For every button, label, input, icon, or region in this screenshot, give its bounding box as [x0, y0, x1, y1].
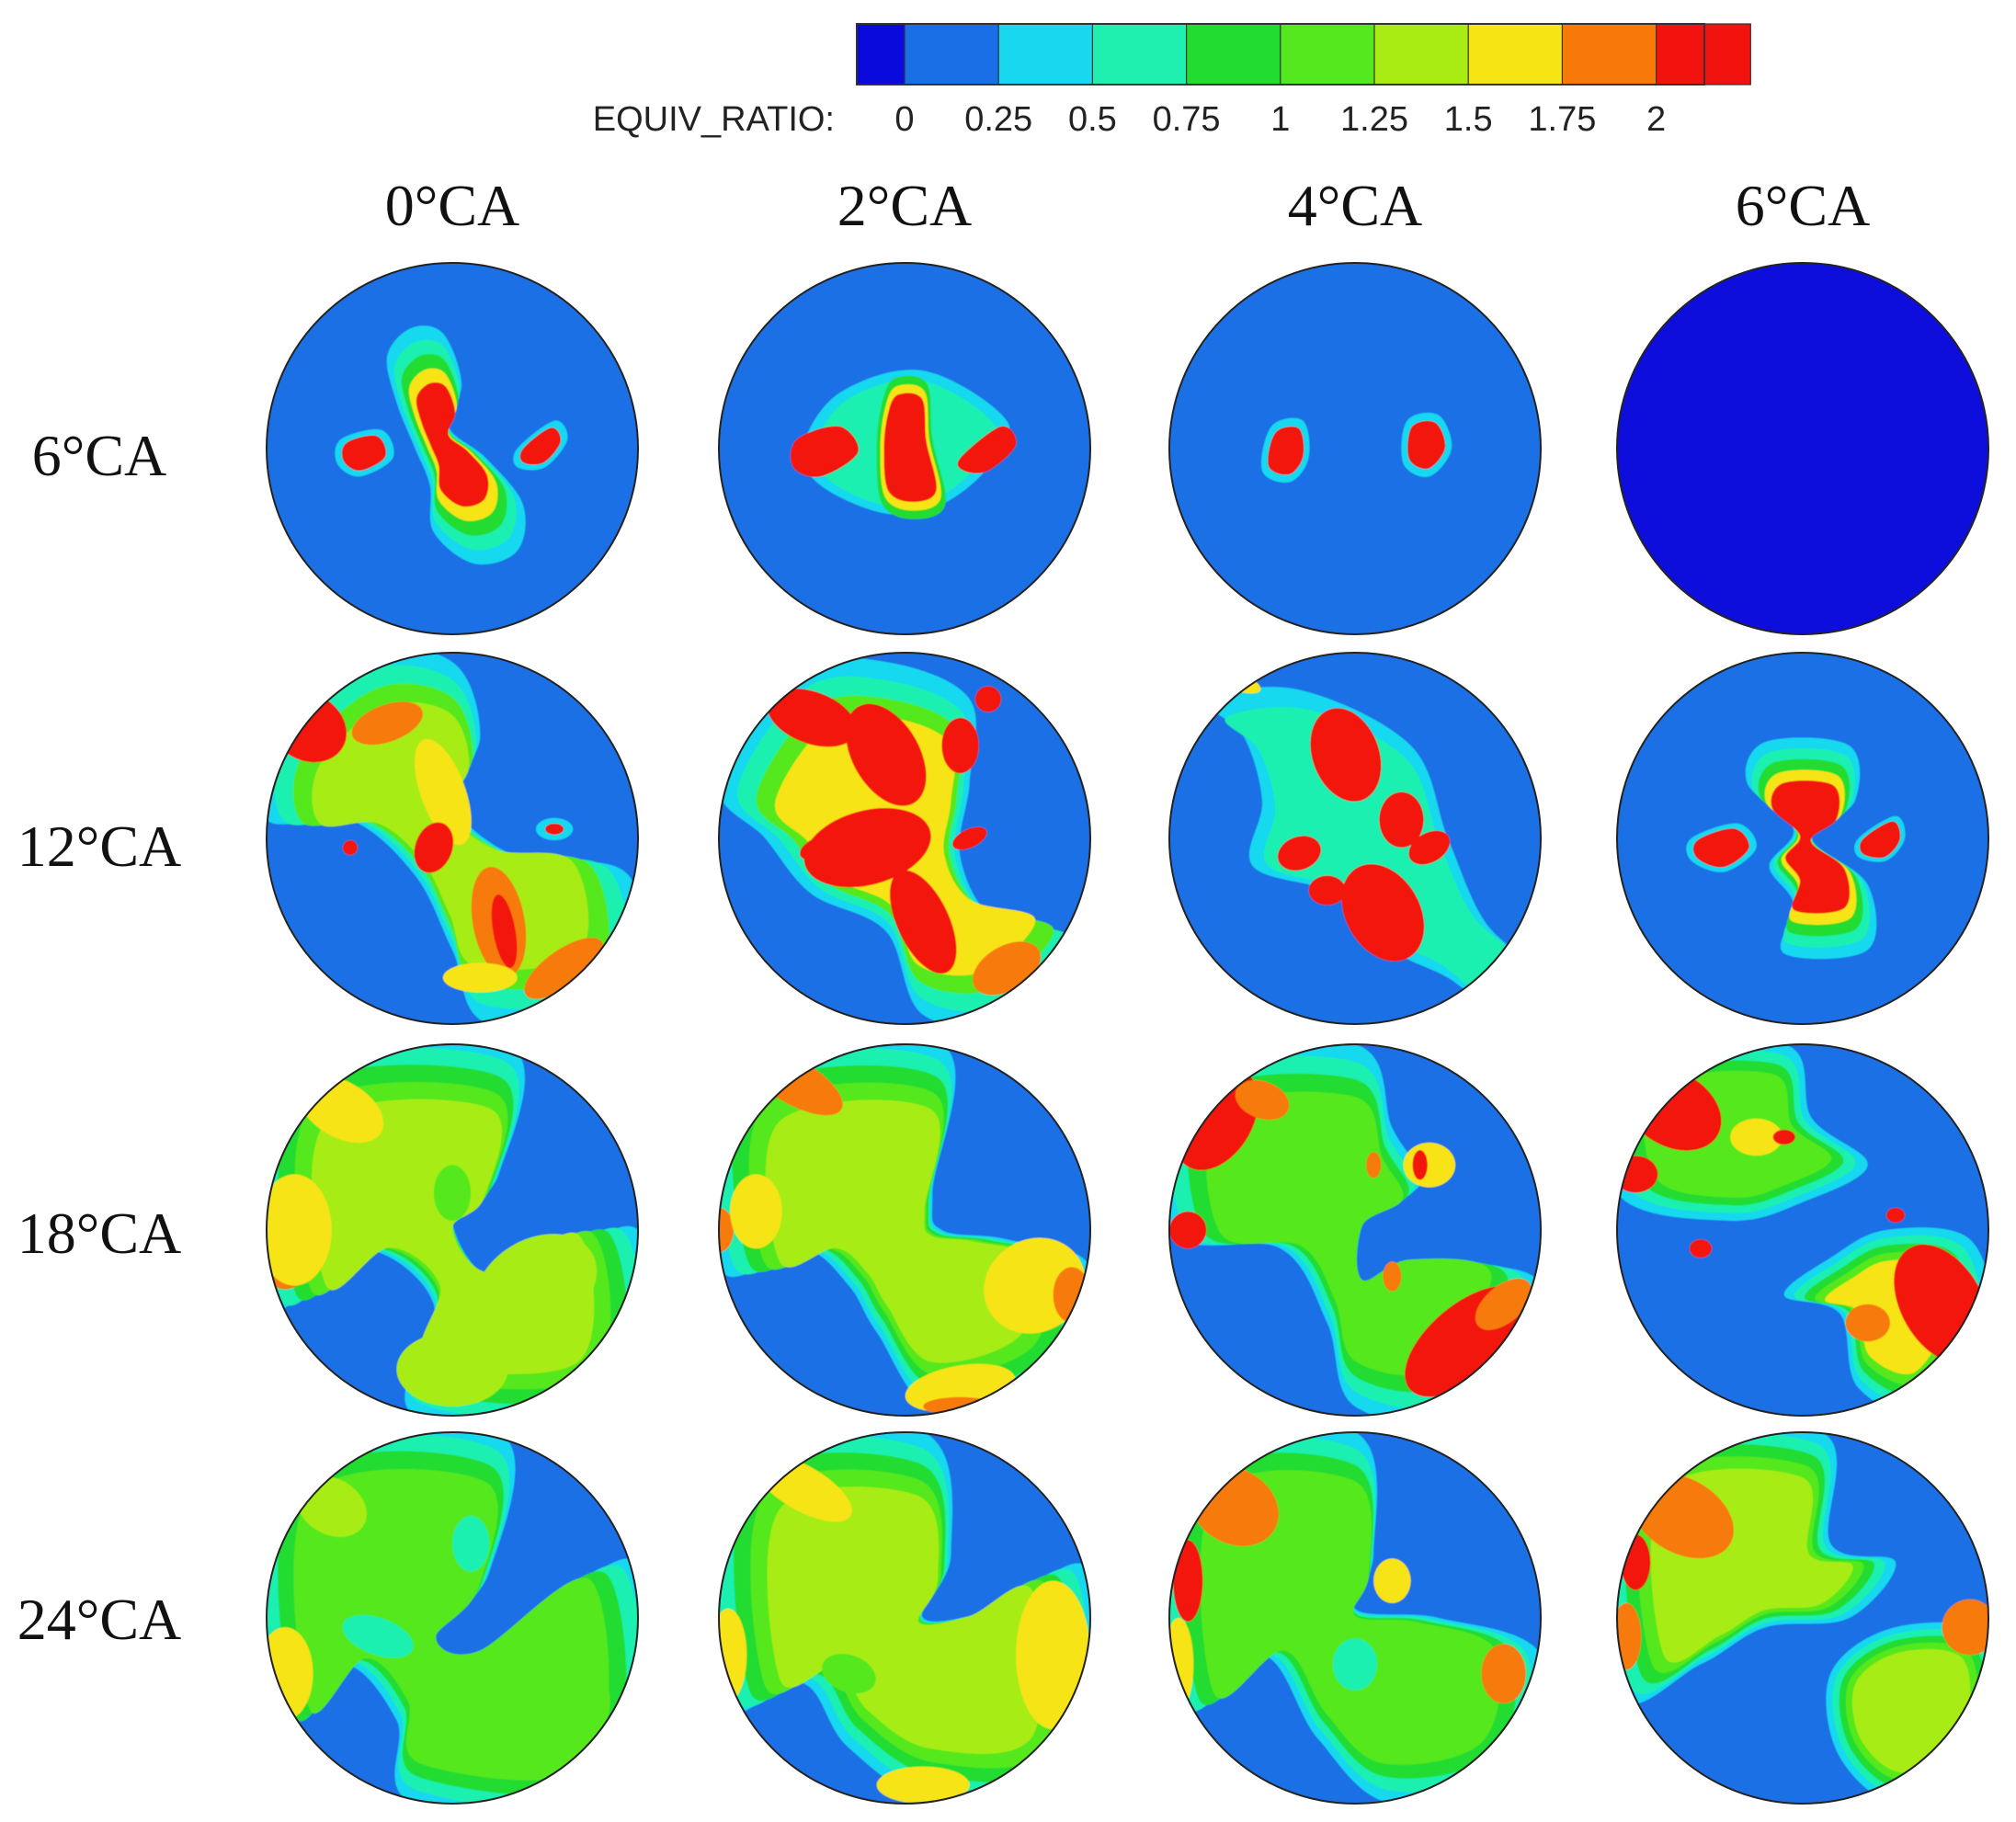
- panel-r3-c0: [266, 1431, 639, 1805]
- colorbar-tick-label-1: 0.25: [964, 100, 1032, 139]
- colorbar-cell-2: [997, 23, 1094, 85]
- column-label-2: 4°CA: [1288, 173, 1423, 238]
- panel-outline-r0-c0: [266, 262, 639, 635]
- colorbar-tick-label-6: 1.5: [1444, 100, 1493, 139]
- panel-r2-c3: [1616, 1043, 1989, 1417]
- panel-outline-r3-c2: [1168, 1431, 1542, 1805]
- row-label-0: 6°CA: [32, 423, 167, 488]
- colorbar-tick-label-0: 0: [894, 100, 914, 139]
- panel-outline-r2-c0: [266, 1043, 639, 1417]
- panel-r1-c2: [1168, 652, 1542, 1025]
- colorbar-tick-label-5: 1.25: [1340, 100, 1408, 139]
- panel-outline-r1-c0: [266, 652, 639, 1025]
- row-headers: 6°CA 12°CA 18°CA 24°CA: [17, 423, 182, 1652]
- panel-outline-r0-c1: [718, 262, 1091, 635]
- panel-outline-r3-c0: [266, 1431, 639, 1805]
- colorbar-cell-5: [1280, 23, 1376, 85]
- colorbar-cell-6: [1373, 23, 1470, 85]
- panel-r1-c0: [266, 652, 639, 1025]
- panel-outline-r2-c1: [718, 1043, 1091, 1417]
- colorbar-tick-label-4: 1: [1270, 100, 1290, 139]
- panel-r3-c2: [1168, 1431, 1542, 1805]
- panel-outline-r1-c3: [1616, 652, 1989, 1025]
- colorbar-cell-9: [1655, 23, 1751, 85]
- column-label-3: 6°CA: [1736, 173, 1871, 238]
- panel-outline-r1-c2: [1168, 652, 1542, 1025]
- colorbar-tick-label-7: 1.75: [1528, 100, 1596, 139]
- colorbar-cell-7: [1467, 23, 1564, 85]
- panel-r3-c1: [718, 1431, 1091, 1805]
- legend-label: EQUIV_RATIO:: [593, 100, 835, 139]
- contour-panels: [266, 262, 1989, 1805]
- row-label-3: 24°CA: [17, 1587, 182, 1652]
- column-label-0: 0°CA: [385, 173, 520, 238]
- row-label-1: 12°CA: [17, 814, 182, 879]
- colorbar-cell-4: [1185, 23, 1281, 85]
- panel-r2-c0: [266, 1043, 639, 1417]
- colorbar-cell-0: [856, 23, 906, 85]
- panel-outline-r0-c2: [1168, 262, 1542, 635]
- panel-outline-r0-c3: [1616, 262, 1989, 635]
- colorbar-tick-label-3: 0.75: [1153, 100, 1221, 139]
- colorbar-cell-8: [1561, 23, 1657, 85]
- colorbar: EQUIV_RATIO: 0 0.25 0.5 0.75 1 1.25 1.5 1.75 2: [593, 23, 1751, 139]
- panel-outline-r3-c3: [1616, 1431, 1989, 1805]
- colorbar-frame: [856, 23, 1705, 85]
- colorbar-tick-label-8: 2: [1646, 100, 1666, 139]
- colorbar-cell-1: [904, 23, 1000, 85]
- panel-r0-c3: [1616, 262, 1989, 635]
- colorbar-cell-3: [1091, 23, 1188, 85]
- panel-outline-r1-c1: [718, 652, 1091, 1025]
- panel-r1-c3: [1616, 652, 1989, 1025]
- panel-r0-c0: [266, 262, 639, 635]
- panel-outline-r2-c3: [1616, 1043, 1989, 1417]
- panel-r3-c3: [1616, 1431, 1989, 1805]
- panel-r2-c2: [1168, 1043, 1542, 1417]
- column-label-1: 2°CA: [837, 173, 973, 238]
- column-headers: 0°CA 2°CA 4°CA 6°CA: [385, 173, 1871, 238]
- panel-r0-c2: [1168, 262, 1542, 635]
- panel-r2-c1: [718, 1043, 1091, 1417]
- row-label-2: 18°CA: [17, 1201, 182, 1266]
- panel-outline-r2-c2: [1168, 1043, 1542, 1417]
- colorbar-tick-label-2: 0.5: [1068, 100, 1117, 139]
- panel-r1-c1: [718, 652, 1091, 1025]
- panel-r0-c1: [718, 262, 1091, 635]
- panel-outline-r3-c1: [718, 1431, 1091, 1805]
